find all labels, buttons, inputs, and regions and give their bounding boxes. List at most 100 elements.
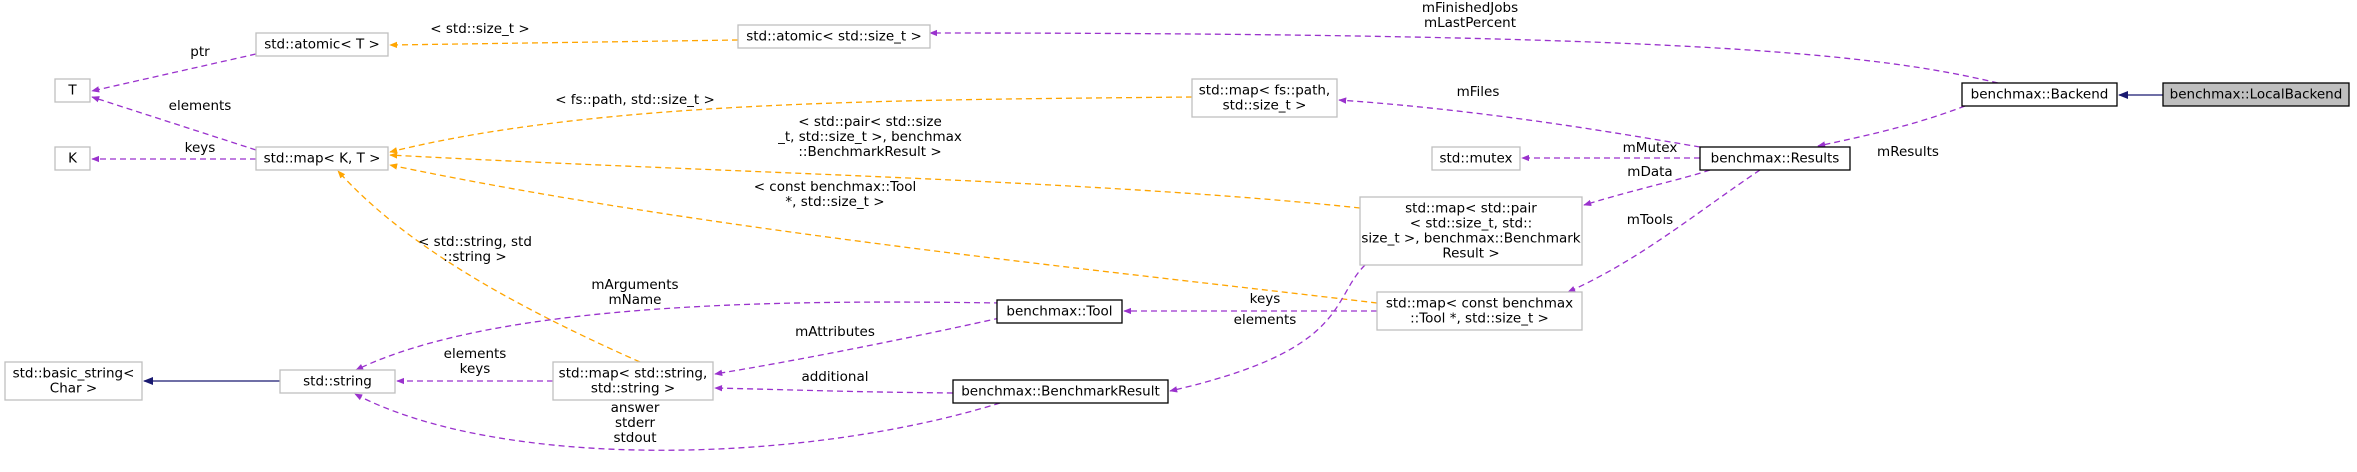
node-frame bbox=[552, 361, 714, 401]
node-frame bbox=[279, 369, 396, 394]
edge-label-line: ::string > bbox=[443, 249, 506, 265]
edge-usage: mAttributes bbox=[714, 317, 1001, 376]
node-map-k-t[interactable]: std::map< K, T > bbox=[255, 146, 389, 171]
edge-usage: additional bbox=[714, 369, 954, 394]
node-string[interactable]: std::string bbox=[279, 369, 396, 394]
edge-label: keys bbox=[1250, 291, 1281, 307]
node-label: std::mutex bbox=[1439, 151, 1512, 167]
node-local-backend[interactable]: benchmax::LocalBackend bbox=[2162, 82, 2350, 107]
node-map-pair[interactable]: std::map< std::pair< std::size_t, std::s… bbox=[1359, 196, 1583, 266]
edge-label-line: additional bbox=[801, 369, 868, 385]
edge-label-line: keys bbox=[460, 361, 491, 377]
edge-label-line: mMutex bbox=[1623, 140, 1678, 156]
edge-label-line: elements bbox=[1234, 312, 1297, 328]
edge-label: mAttributes bbox=[795, 324, 875, 340]
node-t[interactable]: T bbox=[54, 78, 91, 103]
node-backend[interactable]: benchmax::Backend bbox=[1961, 82, 2118, 107]
node-frame bbox=[996, 299, 1123, 324]
edge-label-line: elements bbox=[169, 98, 232, 114]
edge-template: < fs::path, std::size_t > bbox=[389, 92, 1193, 154]
node-k[interactable]: K bbox=[54, 146, 91, 171]
edge-label: < const benchmax::Tool *, std::size_t > bbox=[754, 179, 917, 210]
edge-label: answer stderr stdout bbox=[611, 400, 660, 446]
edge-usage: mResults bbox=[1817, 105, 1966, 160]
edge-label: elements keys bbox=[444, 346, 507, 377]
edge-label-line: < fs::path, std::size_t > bbox=[555, 92, 715, 108]
node-label: std::map< const benchmax bbox=[1386, 296, 1573, 312]
node-basic-string[interactable]: std::basic_string<Char > bbox=[4, 361, 143, 401]
node-frame bbox=[1431, 146, 1521, 171]
edge-line bbox=[714, 384, 954, 394]
edge-label-line: mResults bbox=[1877, 144, 1939, 160]
edge-usage: mFinishedJobs mLastPercent bbox=[929, 0, 1999, 84]
edge-label-line: elements bbox=[444, 346, 507, 362]
edge-line bbox=[1169, 264, 1366, 393]
edge-usage: mData bbox=[1583, 164, 1711, 206]
edge-line bbox=[389, 96, 1193, 154]
edge-usage: mMutex bbox=[1521, 140, 1700, 162]
node-tool[interactable]: benchmax::Tool bbox=[996, 299, 1123, 324]
node-label: std::atomic< T > bbox=[264, 37, 380, 53]
edge-label-line: mLastPercent bbox=[1424, 15, 1516, 31]
edge-label: ptr bbox=[190, 44, 210, 60]
edge-usage: elements keys bbox=[396, 346, 553, 385]
edge-label-line: *, std::size_t > bbox=[785, 194, 884, 210]
edge-line bbox=[1338, 97, 1701, 148]
node-map-string[interactable]: std::map< std::string,std::string > bbox=[552, 361, 714, 401]
node-frame bbox=[1191, 78, 1338, 118]
node-atomic-size-t[interactable]: std::atomic< std::size_t > bbox=[737, 24, 931, 49]
node-label: std::map< std::pair bbox=[1405, 201, 1537, 217]
node-label: std::map< K, T > bbox=[264, 151, 381, 167]
edge-template: < std::string, std::string > bbox=[337, 170, 641, 363]
edge-template: < std::pair< std::size _t, std::size_t >,… bbox=[389, 114, 1361, 209]
edge-line bbox=[91, 96, 257, 151]
edge-usage: keys bbox=[1123, 291, 1377, 315]
node-label: benchmax::Backend bbox=[1971, 87, 2109, 103]
edge-label: mTools bbox=[1627, 212, 1673, 228]
node-frame bbox=[1376, 291, 1583, 331]
node-frame bbox=[255, 32, 389, 57]
node-label: std::map< std::string, bbox=[559, 366, 708, 382]
edge-label: < std::string, std::string > bbox=[418, 234, 532, 265]
edge-label-line: mAttributes bbox=[795, 324, 875, 340]
edge-usage: elements bbox=[91, 96, 257, 151]
edge-label-line: ::BenchmarkResult > bbox=[798, 144, 941, 160]
edge-template: < std::size_t > bbox=[389, 21, 739, 49]
edge-label: keys bbox=[185, 140, 216, 156]
node-label: Result > bbox=[1442, 246, 1499, 262]
node-results[interactable]: benchmax::Results bbox=[1699, 146, 1851, 171]
node-label: std::size_t > bbox=[1223, 98, 1307, 114]
edge-usage: keys bbox=[91, 140, 256, 163]
edge-label: elements bbox=[169, 98, 232, 114]
node-map-tool[interactable]: std::map< const benchmax::Tool *, std::s… bbox=[1376, 291, 1583, 331]
node-map-fspath[interactable]: std::map< fs::path,std::size_t > bbox=[1191, 78, 1338, 118]
edge-label-line: < std::pair< std::size bbox=[798, 114, 942, 130]
node-label: K bbox=[68, 151, 78, 167]
edge-label: additional bbox=[801, 369, 868, 385]
edge-line bbox=[389, 39, 739, 49]
node-label: < std::size_t, std:: bbox=[1410, 216, 1532, 232]
edge-usage: ptr bbox=[91, 44, 257, 93]
edge-line bbox=[91, 53, 257, 93]
edge-label-line: ptr bbox=[190, 44, 210, 60]
node-label: T bbox=[67, 83, 77, 99]
node-mutex[interactable]: std::mutex bbox=[1431, 146, 1521, 171]
edge-usage: elements bbox=[1169, 264, 1366, 393]
edge-label: < fs::path, std::size_t > bbox=[555, 92, 715, 108]
node-label: Char > bbox=[50, 381, 97, 397]
node-label: size_t >, benchmax::Benchmark bbox=[1361, 231, 1580, 247]
node-benchmark-result[interactable]: benchmax::BenchmarkResult bbox=[952, 379, 1169, 404]
edge-label-line: mName bbox=[609, 292, 662, 308]
edge-label-line: mData bbox=[1627, 164, 1672, 180]
node-atomic-t[interactable]: std::atomic< T > bbox=[255, 32, 389, 57]
edge-line bbox=[1817, 105, 1966, 148]
edge-label: elements bbox=[1234, 312, 1297, 328]
edge-label-line: stderr bbox=[615, 415, 656, 431]
node-frame bbox=[952, 379, 1169, 404]
node-label: benchmax::LocalBackend bbox=[2170, 87, 2343, 103]
edge-label-line: mArguments bbox=[591, 277, 678, 293]
edge-usage: mArguments mName bbox=[355, 277, 1001, 371]
edge-label: < std::pair< std::size _t, std::size_t >,… bbox=[777, 114, 962, 160]
node-label: benchmax::BenchmarkResult bbox=[961, 384, 1160, 400]
